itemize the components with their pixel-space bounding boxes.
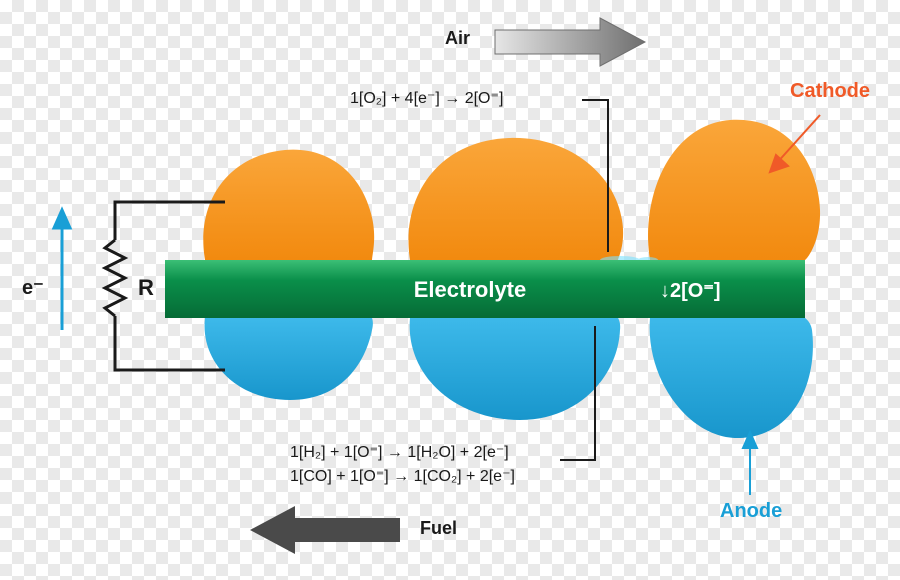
electrolyte-band: Electrolyte ↓2[O⁼]: [165, 260, 805, 318]
cathode-label: Cathode: [790, 80, 870, 103]
air-arrow: [495, 18, 645, 66]
cathode-blobs: [203, 120, 820, 260]
anode-blobs: [205, 318, 813, 438]
resistor-label: R: [138, 275, 154, 301]
anode-pointer: [743, 432, 757, 495]
diagram-stage: Electrolyte ↓2[O⁼] Air Fuel C: [0, 0, 900, 580]
electron-flow-arrow: [54, 210, 70, 330]
cathode-reaction: 1[O₂] + 4[e⁻] → 2[O⁼]: [350, 88, 503, 108]
oxygen-transport-label: ↓2[O⁼]: [660, 280, 721, 302]
fuel-label: Fuel: [420, 518, 457, 539]
electrolyte-label: Electrolyte: [414, 277, 527, 302]
electron-label: e⁻: [22, 275, 44, 300]
anode-label: Anode: [720, 500, 782, 523]
air-label: Air: [445, 28, 470, 49]
anode-reaction-1: 1[H₂] + 1[O⁼] → 1[H₂O] + 2[e⁻]: [290, 442, 509, 462]
anode-reaction-2: 1[CO] + 1[O⁼] → 1[CO₂] + 2[e⁻]: [290, 466, 515, 486]
fuel-arrow: [250, 506, 400, 554]
